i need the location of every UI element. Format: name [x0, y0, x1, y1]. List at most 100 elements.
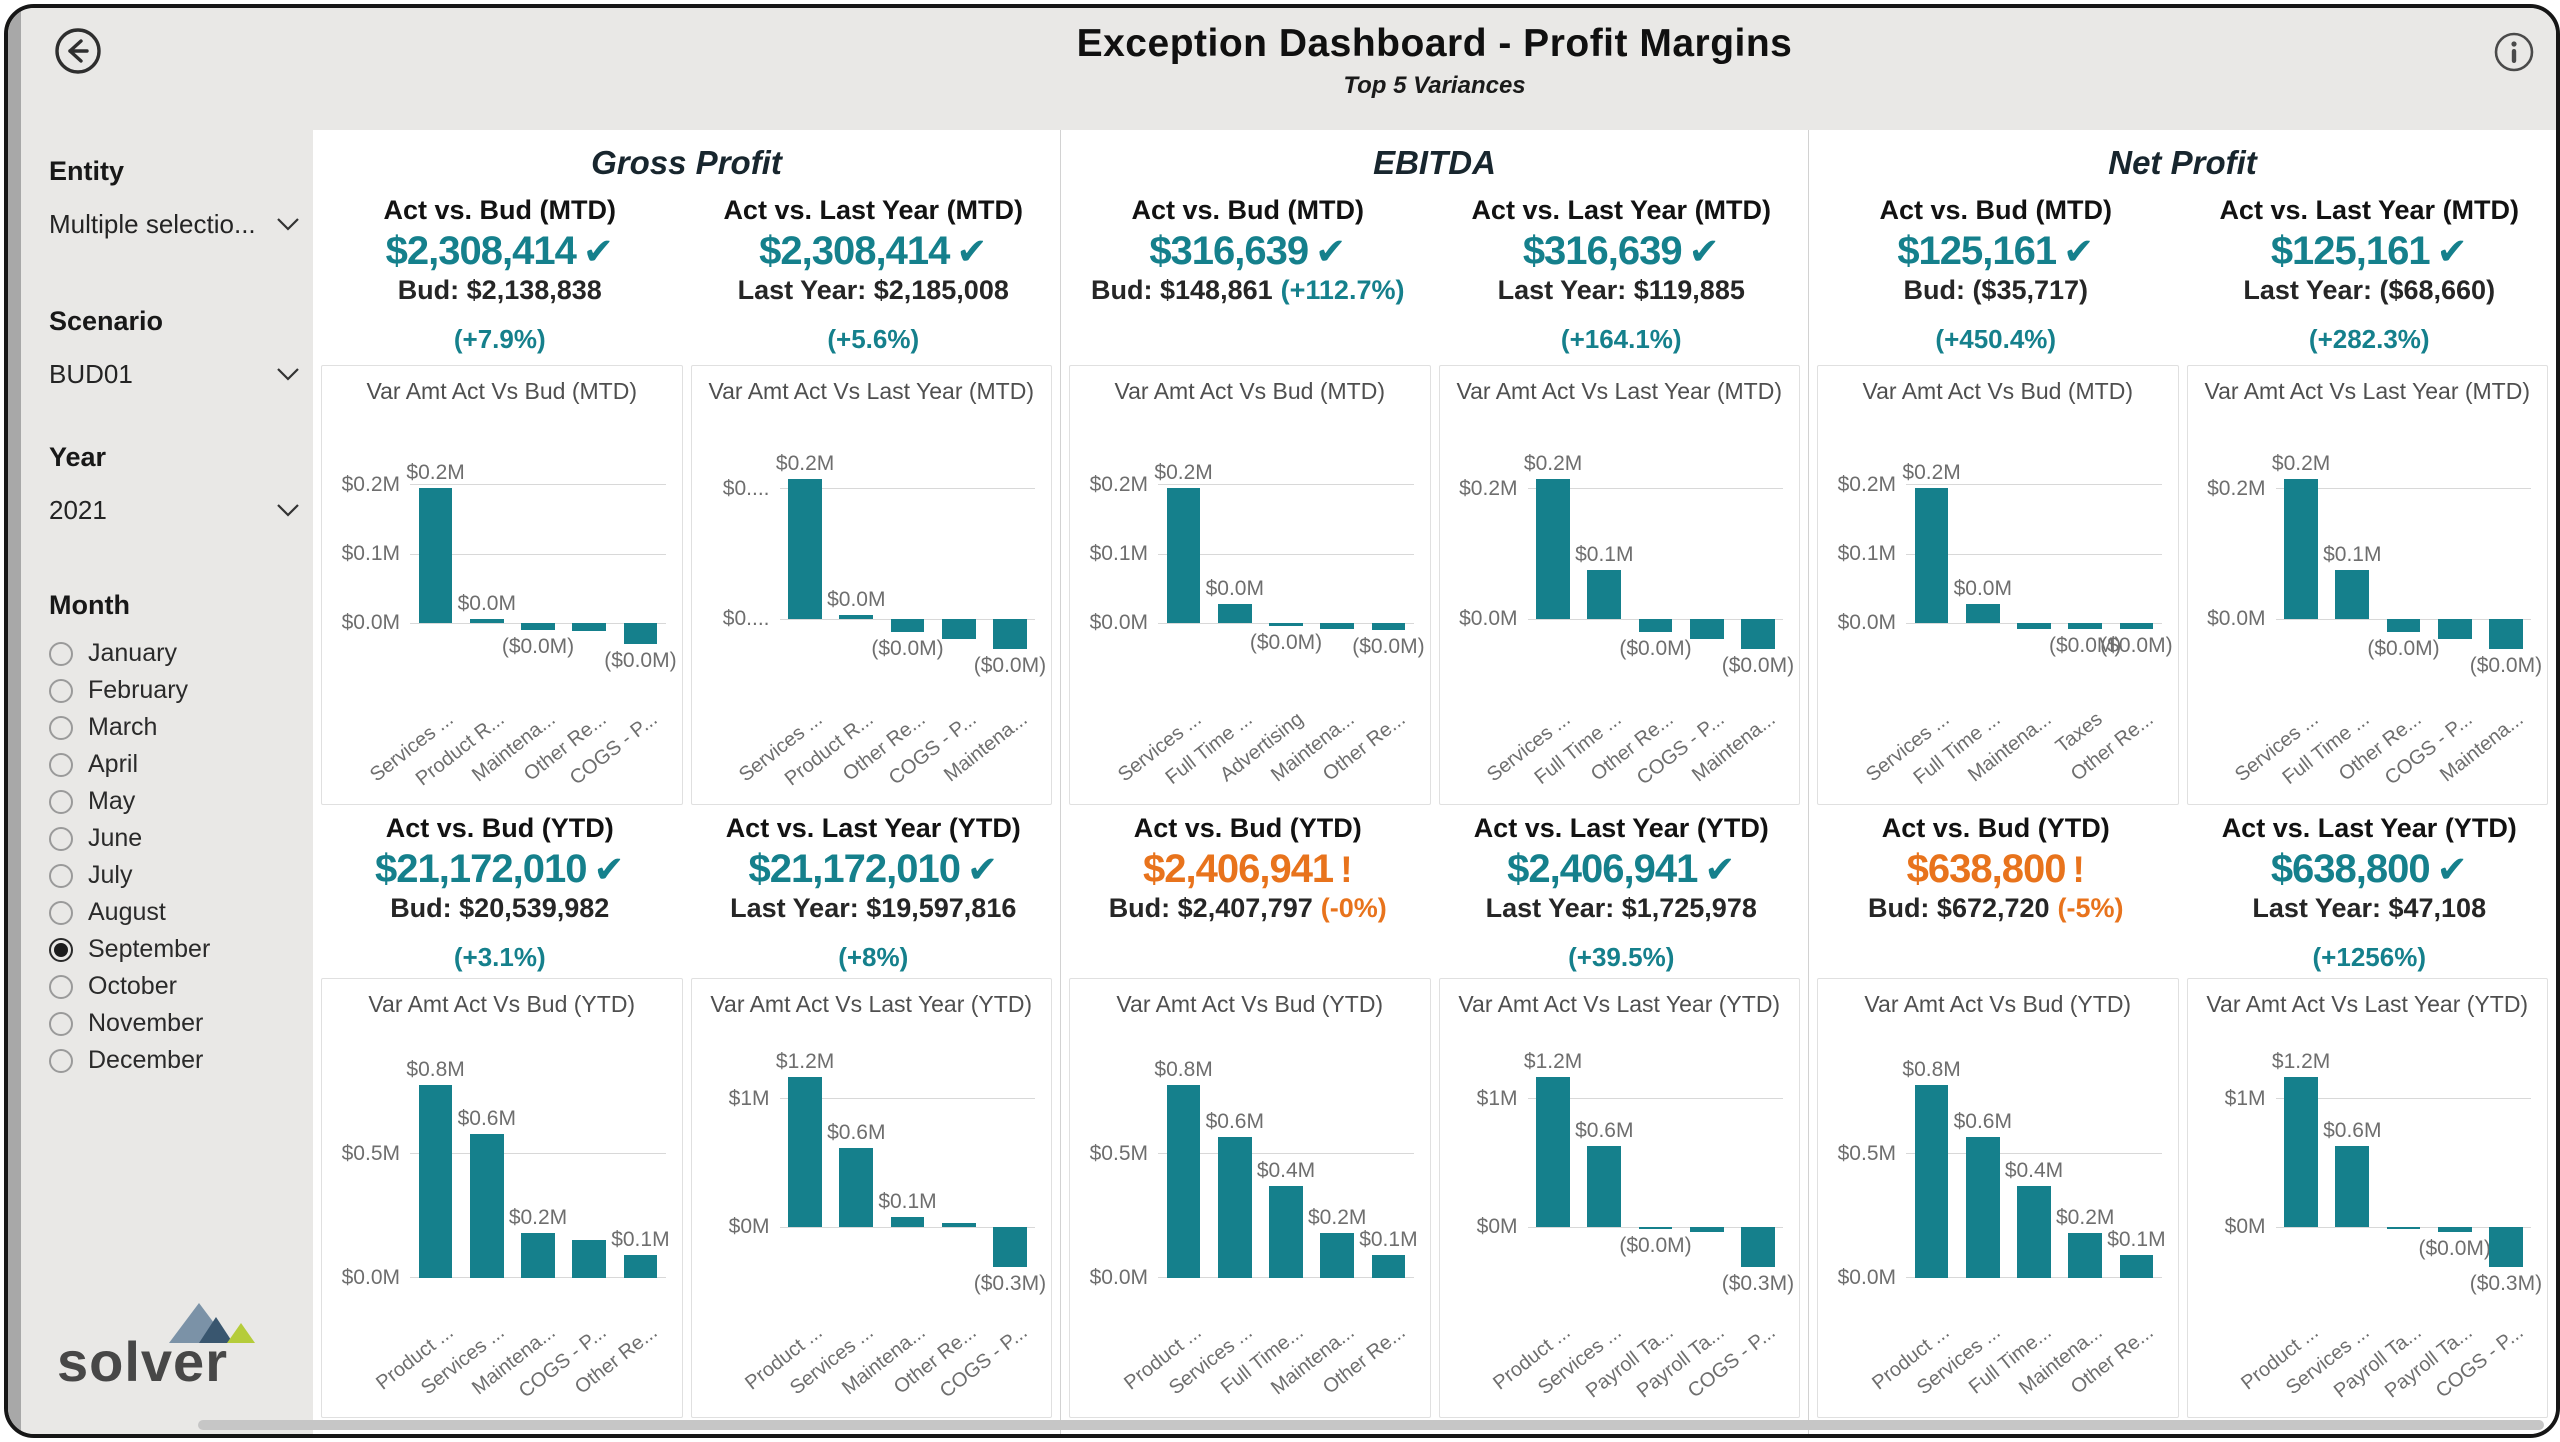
bar-1-product[interactable]	[1536, 1076, 1570, 1228]
bar-5-cogs-p[interactable]	[623, 623, 658, 644]
month-option-march[interactable]: March	[49, 709, 313, 746]
bar-5-cogs-p[interactable]	[1741, 1227, 1775, 1267]
bar-5-other-re[interactable]	[1371, 1255, 1406, 1278]
bar-value-label: ($0.3M)	[973, 1272, 1047, 1296]
entity-dropdown[interactable]: Multiple selectio...	[49, 209, 299, 240]
bar-3-full-time[interactable]	[1269, 1186, 1303, 1278]
bar-2-full-time[interactable]	[2335, 570, 2370, 620]
bar-5-other-re[interactable]	[2119, 1255, 2154, 1278]
kpi-compare-text: Last Year: $2,185,008	[737, 275, 1009, 306]
chart-card-var-amt-act-vs-bud-mtd: Var Amt Act Vs Bud (MTD) $0.0M $0.1M $0.2M $…	[1069, 364, 1431, 805]
bar-3-payroll-ta[interactable]	[1638, 1227, 1673, 1230]
bar-4-other-re[interactable]	[572, 623, 607, 632]
bar-2-product-r[interactable]	[839, 615, 874, 620]
kpi-compare-value: Last Year: $119,885	[1435, 275, 1809, 306]
bar-5-other-re[interactable]	[1371, 623, 1406, 631]
bar-2-full-time[interactable]	[1587, 570, 1622, 620]
horizontal-scrollbar[interactable]	[198, 1420, 2544, 1430]
bar-1-services[interactable]	[2284, 478, 2318, 620]
bar-2-services[interactable]	[839, 1147, 874, 1228]
bar-4-other-re[interactable]	[941, 1223, 976, 1228]
chart-plot: $0M $1M $1.2M $0.6M $0.1M ($0.3M)	[729, 1050, 1046, 1295]
month-option-august[interactable]: August	[49, 894, 313, 931]
bar-1-product[interactable]	[788, 1076, 822, 1228]
month-option-label: January	[88, 639, 177, 667]
month-option-september[interactable]: September	[49, 931, 313, 968]
bar-1-services[interactable]	[418, 488, 453, 624]
month-option-label: May	[88, 787, 136, 815]
bar-1-services[interactable]	[1536, 478, 1570, 620]
bar-1-services[interactable]	[1914, 488, 1949, 624]
kpi-act-vs-last-year-mtd: Act vs. Last Year (MTD) $316,639 ✔ Last Yea…	[1435, 187, 1809, 364]
bar-1-product[interactable]	[1914, 1084, 1949, 1278]
bar-3-maintena[interactable]	[521, 623, 555, 631]
bar-1-services[interactable]	[1166, 488, 1201, 624]
bar-3-full-time[interactable]	[2017, 1186, 2051, 1278]
month-option-november[interactable]: November	[49, 1005, 313, 1042]
bar-5-cogs-p[interactable]	[2489, 1227, 2523, 1267]
bar-4-maintena[interactable]	[1320, 1233, 1355, 1278]
chart-category-axis: Services ... Full Time ... Advertising Main…	[1114, 704, 1414, 804]
bar-5-other-re[interactable]	[623, 1255, 658, 1278]
bar-5-maintena[interactable]	[2489, 619, 2523, 649]
bar-3-advertising[interactable]	[1269, 623, 1303, 626]
check-icon: ✔	[1688, 231, 1720, 273]
bar-4-cogs-p[interactable]	[2437, 619, 2472, 639]
bar-2-services[interactable]	[1587, 1146, 1622, 1228]
bar-2-product-r[interactable]	[469, 619, 504, 624]
bar-2-services[interactable]	[1965, 1136, 2000, 1278]
bar-1-services[interactable]	[788, 478, 822, 620]
month-option-june[interactable]: June	[49, 820, 313, 857]
back-button[interactable]	[51, 24, 105, 78]
bar-3-maintena[interactable]	[890, 1216, 925, 1228]
month-option-april[interactable]: April	[49, 746, 313, 783]
kpi-compare-text: Last Year: ($68,660)	[2243, 275, 2496, 306]
bar-3-other-re[interactable]	[2386, 619, 2421, 633]
bar-4-payroll-ta[interactable]	[1689, 1227, 1724, 1232]
bar-2-services[interactable]	[469, 1134, 504, 1278]
bar-4-cogs-p[interactable]	[941, 619, 976, 639]
kpi-compare-value: Last Year: $47,108	[2183, 893, 2557, 924]
bar-3-payroll-ta[interactable]	[2386, 1227, 2421, 1230]
month-option-january[interactable]: January	[49, 635, 313, 672]
bar-4-payroll-ta[interactable]	[2437, 1227, 2472, 1232]
bar-value-label: $0.6M	[1575, 1119, 1634, 1143]
bar-3-other-re[interactable]	[1638, 619, 1673, 633]
bar-4-maintena[interactable]	[2068, 1233, 2103, 1278]
kpi-value: $2,308,414 ✔	[313, 229, 687, 274]
year-dropdown[interactable]: 2021	[49, 495, 299, 526]
month-option-july[interactable]: July	[49, 857, 313, 894]
bar-5-cogs-p[interactable]	[993, 1227, 1027, 1267]
bar-1-product[interactable]	[418, 1084, 453, 1278]
bar-1-product[interactable]	[1166, 1084, 1201, 1278]
info-button[interactable]	[2492, 30, 2536, 74]
month-option-february[interactable]: February	[49, 672, 313, 709]
bar-4-maintena[interactable]	[1320, 623, 1355, 630]
bar-4-taxes[interactable]	[2068, 623, 2103, 629]
bar-2-full-time[interactable]	[1217, 603, 1252, 624]
bar-5-other-re[interactable]	[2119, 623, 2154, 630]
bar-5-maintena[interactable]	[993, 619, 1027, 649]
kpi-metric-title: Act vs. Last Year (MTD)	[1471, 195, 1772, 226]
bar-3-maintena[interactable]	[521, 1233, 555, 1278]
check-icon: ✔	[1704, 848, 1736, 890]
bar-2-services[interactable]	[1217, 1136, 1252, 1278]
bar-3-other-re[interactable]	[890, 619, 925, 633]
month-option-label: July	[88, 861, 133, 889]
chart-title: Var Amt Act Vs Bud (YTD)	[368, 991, 636, 1017]
month-option-may[interactable]: May	[49, 783, 313, 820]
kpi-act-vs-last-year-mtd: Act vs. Last Year (MTD) $125,161 ✔ Last Yea…	[2183, 187, 2557, 364]
month-option-october[interactable]: October	[49, 968, 313, 1005]
bar-4-cogs-p[interactable]	[572, 1240, 607, 1278]
bar-2-services[interactable]	[2335, 1146, 2370, 1228]
bar-5-maintena[interactable]	[1741, 619, 1775, 649]
scenario-dropdown[interactable]: BUD01	[49, 359, 299, 390]
y-tick-label: $0.0M	[1089, 611, 1148, 635]
bar-1-product[interactable]	[2284, 1076, 2318, 1228]
radio-march	[49, 715, 73, 740]
bar-value-label: $1.2M	[1523, 1049, 1583, 1073]
bar-4-cogs-p[interactable]	[1689, 619, 1724, 639]
month-option-december[interactable]: December	[49, 1042, 313, 1079]
bar-2-full-time[interactable]	[1965, 603, 2000, 624]
bar-3-maintena[interactable]	[2017, 623, 2051, 629]
